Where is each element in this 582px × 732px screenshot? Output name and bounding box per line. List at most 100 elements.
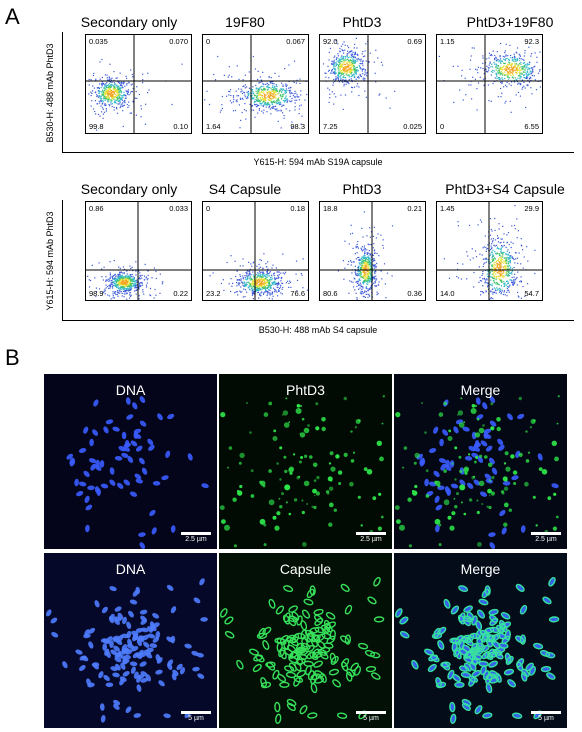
scatter-event xyxy=(252,283,254,285)
scatter-event xyxy=(370,264,372,266)
scatter-event xyxy=(347,61,349,63)
scatter-event xyxy=(275,85,277,87)
scatter-event xyxy=(466,278,468,280)
scatter-event xyxy=(509,71,511,73)
scatter-event xyxy=(278,99,280,101)
scatter-event xyxy=(482,291,484,294)
scatter-event xyxy=(278,102,280,104)
scatter-event xyxy=(118,92,120,94)
cell-mark xyxy=(228,446,233,450)
scatter-event xyxy=(344,81,346,83)
scatter-event xyxy=(265,263,267,265)
scatter-event xyxy=(355,274,357,276)
scatter-event xyxy=(264,88,266,90)
scatter-event xyxy=(339,59,341,62)
scatter-event xyxy=(114,83,116,85)
scatter-event xyxy=(143,293,145,295)
scatter-event xyxy=(106,90,108,92)
cell-mark xyxy=(491,467,498,475)
scatter-event xyxy=(361,266,363,268)
scatter-event xyxy=(347,50,349,52)
scatter-event xyxy=(271,102,273,104)
cell-mark xyxy=(553,492,557,496)
scatter-event xyxy=(358,64,360,67)
scatter-event xyxy=(120,271,122,273)
scatter-event xyxy=(516,63,518,65)
scatter-event xyxy=(295,92,297,94)
scatter-event xyxy=(114,88,116,91)
scatter-event xyxy=(255,284,257,286)
scatter-event xyxy=(255,96,257,99)
scatter-event xyxy=(271,292,273,295)
scatter-event xyxy=(121,281,123,283)
scatter-event xyxy=(274,289,277,291)
scatter-event xyxy=(116,85,118,87)
scatter-event xyxy=(97,113,100,116)
cell-mark xyxy=(350,430,353,433)
scatter-event xyxy=(352,60,354,62)
scatter-event xyxy=(503,281,505,283)
scatter-event xyxy=(485,246,487,249)
scatter-event xyxy=(251,285,253,287)
scatter-event xyxy=(344,61,346,63)
scatter-event xyxy=(332,72,334,74)
scatter-event xyxy=(354,253,356,255)
scatter-event xyxy=(350,86,353,88)
scatter-event xyxy=(375,279,377,281)
scale-bar-text: 5 µm xyxy=(188,715,204,722)
scatter-event xyxy=(243,281,245,283)
cell-mark xyxy=(482,424,485,427)
cell-mark xyxy=(488,479,492,482)
scatter-event xyxy=(514,69,516,71)
scatter-event xyxy=(262,105,264,108)
cell-mark xyxy=(288,467,294,473)
cell-mark xyxy=(85,524,90,533)
scatter-event xyxy=(265,99,267,101)
scatter-event xyxy=(260,79,262,81)
scatter-event xyxy=(101,107,104,109)
scatter-event xyxy=(490,251,492,253)
cell-mark xyxy=(352,451,356,454)
micrograph-row2-capsule-label: Capsule xyxy=(279,561,332,577)
scatter-event xyxy=(99,95,101,97)
scatter-event xyxy=(346,61,348,63)
scatter-event xyxy=(334,63,336,65)
scatter-event xyxy=(362,51,364,53)
scatter-event xyxy=(296,96,298,98)
scatter-event xyxy=(255,274,257,276)
scatter-event xyxy=(370,286,372,288)
scatter-event xyxy=(260,259,262,262)
scatter-event xyxy=(272,90,274,92)
scatter-event xyxy=(265,103,267,105)
scatter-event xyxy=(356,297,358,299)
scatter-event xyxy=(362,286,364,288)
scatter-event xyxy=(101,276,103,278)
scatter-event xyxy=(501,266,503,268)
scatter-event xyxy=(373,257,375,260)
scatter-event xyxy=(452,65,454,67)
scatter-event xyxy=(333,103,335,105)
scatter-event xyxy=(115,278,117,280)
cell-mark xyxy=(69,459,76,467)
scatter-event xyxy=(370,259,372,261)
scatter-event xyxy=(364,291,366,293)
scatter-event xyxy=(508,263,510,265)
scatter-event xyxy=(353,66,355,68)
scatter-event xyxy=(291,97,293,100)
scatter-event xyxy=(104,94,106,96)
scatter-event xyxy=(274,105,276,107)
cell-mark xyxy=(479,491,488,497)
scatter-event xyxy=(240,88,242,90)
scatter-event xyxy=(349,61,351,63)
scatter-event xyxy=(479,219,482,221)
cell-mark xyxy=(89,438,94,447)
scatter-event xyxy=(364,260,366,262)
scatter-event xyxy=(296,94,298,96)
scatter-event xyxy=(345,69,347,71)
scatter-event xyxy=(502,266,504,268)
scatter-event xyxy=(271,279,273,281)
scatter-event xyxy=(357,267,359,269)
scatter-event xyxy=(273,91,275,93)
scatter-event xyxy=(223,74,225,76)
scatter-event xyxy=(523,62,525,64)
